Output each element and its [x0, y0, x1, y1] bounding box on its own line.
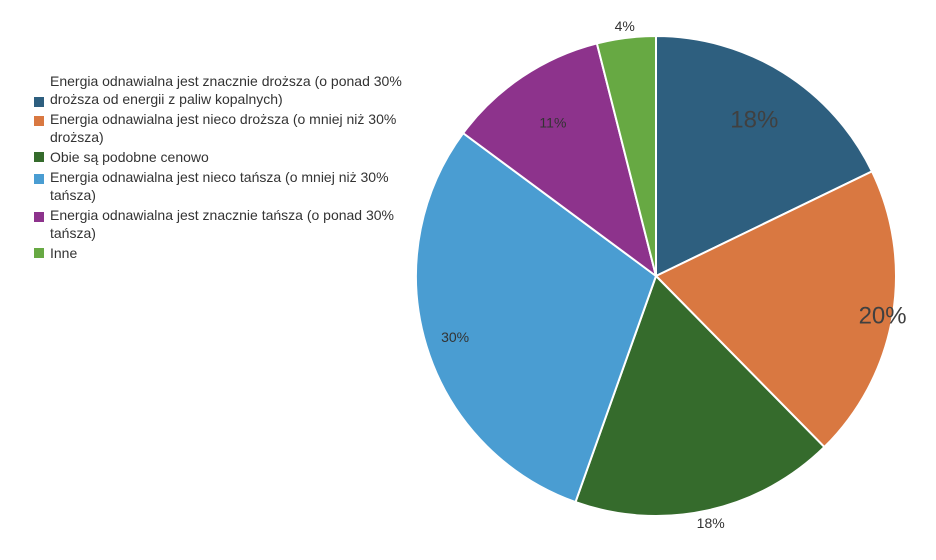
data-label-much-cheaper: 11%	[539, 114, 566, 130]
legend-label: Obie są podobne cenowo	[50, 149, 209, 165]
data-label-other: 4%	[615, 18, 635, 34]
legend-swatch	[34, 174, 44, 184]
slice-much-cheaper	[461, 42, 658, 279]
slice-similar-price	[574, 274, 826, 517]
legend-swatch	[34, 212, 44, 222]
legend-item-slightly-more-expensive: Energia odnawialna jest nieco droższa (o…	[34, 110, 404, 146]
legend-item-slightly-cheaper: Energia odnawialna jest nieco tańsza (o …	[34, 168, 404, 204]
legend-item-much-more-expensive: Energia odnawialna jest znacznie droższa…	[34, 72, 404, 108]
legend-label: Energia odnawialna jest nieco tańsza (o …	[50, 169, 389, 203]
legend-item-much-cheaper: Energia odnawialna jest znacznie tańsza …	[34, 206, 404, 242]
slice-slightly-cheaper	[415, 131, 658, 504]
legend-label: Energia odnawialna jest znacznie tańsza …	[50, 207, 395, 241]
chart-legend: Energia odnawialna jest znacznie droższa…	[34, 72, 404, 264]
slice-slightly-more-expensive	[654, 170, 897, 449]
legend-swatch	[34, 97, 44, 107]
data-label-similar-price: 18%	[697, 515, 725, 531]
data-label-much-more-expensive: 18%	[730, 107, 778, 134]
legend-label: Energia odnawialna jest znacznie droższa…	[50, 73, 402, 107]
slice-much-more-expensive	[655, 34, 874, 278]
data-label-slightly-cheaper: 30%	[441, 329, 469, 345]
data-label-slightly-more-expensive: 20%	[859, 303, 907, 330]
legend-swatch	[34, 248, 44, 258]
legend-item-similar-price: Obie są podobne cenowo	[34, 148, 404, 166]
legend-swatch	[34, 152, 44, 162]
legend-item-other: Inne	[34, 244, 404, 262]
legend-swatch	[34, 116, 44, 126]
legend-label: Energia odnawialna jest nieco droższa (o…	[50, 111, 397, 145]
legend-label: Inne	[50, 245, 78, 261]
slice-other	[595, 34, 657, 277]
